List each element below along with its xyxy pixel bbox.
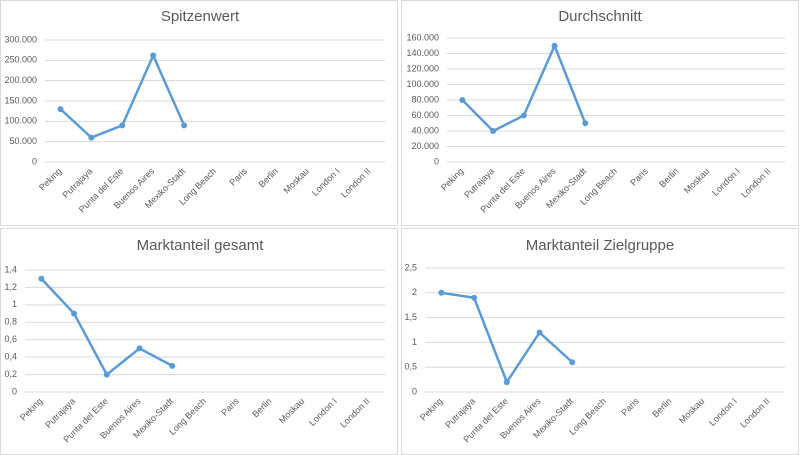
y-tick-label: 40.000: [411, 125, 439, 135]
data-point: [38, 275, 45, 282]
data-point: [471, 294, 478, 301]
panel: [401, 228, 799, 455]
data-point: [181, 122, 188, 129]
y-tick-label: 0: [32, 156, 37, 166]
chart-title: Spitzenwert: [161, 8, 240, 25]
data-point: [438, 289, 445, 296]
y-tick-label: 50.000: [9, 136, 37, 146]
chart-title: Durchschnitt: [558, 8, 642, 25]
y-tick-label: 1,2: [4, 282, 17, 292]
y-tick-label: 80.000: [411, 94, 439, 104]
y-tick-label: 2: [412, 287, 417, 297]
y-tick-label: 0,5: [404, 362, 417, 372]
data-point: [490, 128, 497, 134]
y-tick-label: 160.000: [406, 32, 439, 42]
y-tick-label: 0: [434, 156, 439, 166]
data-point: [536, 329, 543, 336]
y-tick-label: 2,5: [404, 262, 417, 272]
y-tick-label: 0,8: [4, 317, 17, 327]
data-point: [520, 112, 527, 119]
y-tick-label: 1,5: [404, 312, 417, 322]
data-point: [551, 42, 558, 49]
y-tick-label: 1,4: [4, 264, 17, 274]
panel: [0, 228, 398, 455]
data-point: [88, 134, 95, 141]
panel: [0, 0, 398, 226]
data-point: [582, 120, 589, 127]
y-tick-label: 120.000: [406, 63, 439, 73]
data-point: [459, 97, 466, 103]
y-tick-label: 0,2: [4, 369, 17, 379]
chart-title: Marktanteil gesamt: [137, 237, 265, 254]
data-point: [569, 359, 576, 366]
y-tick-label: 100.000: [406, 79, 439, 89]
y-tick-label: 100.000: [4, 116, 37, 126]
y-tick-label: 140.000: [406, 48, 439, 58]
data-point: [503, 379, 510, 386]
y-tick-label: 250.000: [4, 55, 37, 65]
y-tick-label: 0,4: [4, 352, 17, 362]
chart-title: Marktanteil Zielgruppe: [526, 237, 674, 254]
data-point: [169, 362, 176, 369]
data-point: [150, 52, 157, 59]
y-tick-label: 0: [412, 386, 417, 396]
y-tick-label: 60.000: [411, 110, 439, 120]
y-tick-label: 150.000: [4, 95, 37, 105]
data-point: [57, 106, 64, 113]
y-tick-label: 0: [12, 386, 17, 396]
y-tick-label: 1: [412, 337, 417, 347]
data-point: [103, 371, 110, 378]
y-tick-label: 0,6: [4, 334, 17, 344]
data-point: [71, 310, 78, 317]
data-point: [119, 122, 126, 129]
y-tick-label: 20.000: [411, 141, 439, 151]
y-tick-label: 1: [12, 299, 17, 309]
y-tick-label: 200.000: [4, 75, 37, 85]
y-tick-label: 300.000: [4, 34, 37, 44]
data-point: [136, 345, 143, 352]
